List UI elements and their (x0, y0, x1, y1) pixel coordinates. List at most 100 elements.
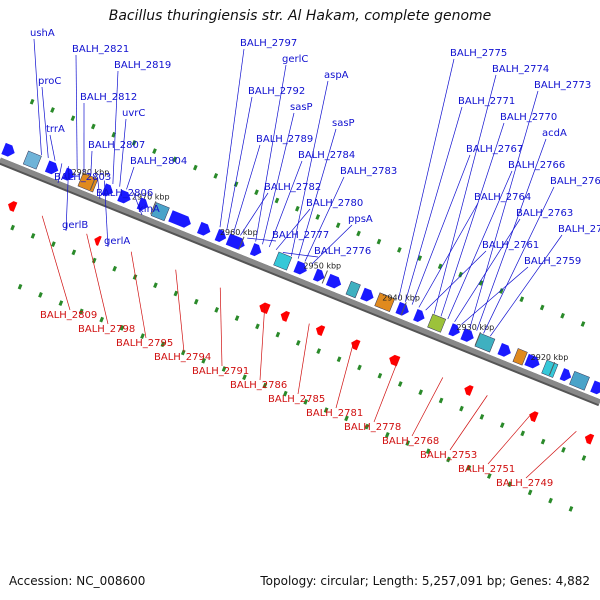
reverse-gene-label: BALH_2753 (420, 450, 477, 461)
forward-label-leader (119, 118, 127, 187)
forward-gene-label: BALH_2819 (114, 60, 171, 71)
accession-text: Accession: NC_008600 (9, 574, 146, 588)
reverse-gene-label: BALH_2798 (78, 324, 135, 335)
forward-label-leader (411, 154, 471, 305)
forward-gene-arrow (312, 268, 325, 282)
forward-label-leader (233, 144, 261, 233)
forward-gene-box (512, 348, 528, 366)
spacer-mark (51, 241, 56, 247)
forward-gene-label: kinA (138, 204, 160, 215)
scale-tick-label: 2970 kbp (132, 192, 170, 201)
spacer-mark (193, 298, 199, 305)
forward-gene-arrow (117, 189, 131, 204)
spacer-mark (316, 348, 321, 354)
forward-label-leader (447, 170, 513, 320)
forward-gene-arrow (448, 323, 460, 337)
forward-gene-label: BALH_2761 (482, 240, 539, 251)
reverse-gene-arrow (315, 325, 326, 337)
reverse-label-leader (297, 323, 310, 395)
spacer-mark (548, 497, 553, 504)
spacer-mark (580, 321, 586, 327)
spacer-mark (376, 238, 382, 245)
reverse-gene-arrow (280, 311, 290, 322)
reverse-label-leader (487, 413, 533, 465)
forward-gene-label: BALH_2783 (340, 166, 397, 177)
forward-label-leader (65, 166, 70, 232)
forward-label-leader (247, 237, 277, 242)
reverse-label-leader (259, 305, 266, 381)
spacer-mark (282, 390, 288, 397)
forward-gene-label: gerlC (282, 54, 308, 65)
scale-tick-label: 2930 kbp (456, 323, 494, 332)
spacer-mark (446, 456, 451, 463)
forward-label-leader (226, 96, 253, 230)
reverse-gene-label: BALH_2781 (306, 408, 363, 419)
forward-gene-label: trrA (46, 124, 65, 135)
reverse-gene-arrow (529, 411, 539, 423)
forward-label-leader (75, 54, 78, 170)
spacer-mark (242, 374, 247, 381)
spacer-mark (323, 407, 329, 414)
spacer-mark (377, 372, 383, 379)
forward-label-leader (268, 160, 303, 248)
scale-tick-label: 2980 kbp (72, 168, 110, 177)
spacer-mark (295, 339, 301, 346)
reverse-gene-label: BALH_2786 (230, 380, 287, 391)
forward-gene-box (474, 332, 496, 353)
scale-tick-label: 2950 kbp (303, 262, 341, 271)
spacer-mark (119, 324, 125, 331)
spacer-mark (397, 381, 403, 387)
spacer-mark (262, 382, 268, 389)
spacer-mark (459, 405, 464, 412)
forward-gene-box (150, 202, 170, 222)
forward-gene-arrow (460, 328, 474, 342)
forward-gene-arrow (197, 221, 211, 236)
forward-gene-arrow (44, 160, 59, 175)
scale-tick (321, 270, 328, 284)
spacer-mark (214, 307, 219, 313)
reverse-label-leader (130, 251, 147, 339)
spacer-mark (405, 440, 411, 446)
forward-gene-label: BALH_2803 (54, 172, 111, 183)
spacer-mark (70, 115, 76, 122)
forward-label-leader (33, 38, 42, 156)
forward-label-leader (255, 64, 287, 242)
reverse-gene-arrow (94, 235, 102, 246)
forward-gene-box (427, 313, 447, 333)
forward-gene-label: BALH_2767 (466, 144, 523, 155)
forward-label-leader (57, 163, 63, 184)
forward-label-leader (489, 234, 563, 337)
forward-gene-label: BALH_2766 (508, 160, 565, 171)
spacer-mark (30, 232, 36, 239)
spacer-mark (425, 448, 431, 455)
forward-label-leader (240, 192, 269, 236)
footer: Accession: NC_008600 Topology: circular;… (0, 574, 600, 594)
reverse-label-leader (373, 359, 399, 423)
scale-tick-label: 2920 kbp (531, 353, 569, 362)
spacer-mark (78, 308, 84, 315)
forward-gene-label: BALH_2777 (272, 230, 329, 241)
reverse-gene-label: BALH_2768 (382, 436, 439, 447)
reverse-gene-arrow (464, 385, 474, 396)
reverse-gene-arrow (351, 339, 361, 351)
spacer-mark (364, 423, 370, 430)
forward-gene-box (273, 251, 293, 271)
scale-tick-label: 2940 kbp (382, 293, 420, 302)
forward-gene-label: BALH_2762 (558, 224, 600, 235)
forward-gene-arrow (293, 260, 307, 275)
reverse-gene-label: BALH_2749 (496, 478, 553, 489)
spacer-mark (255, 323, 260, 330)
forward-gene-label: BALH_2806 (96, 188, 153, 199)
spacer-mark (140, 333, 145, 339)
forward-gene-box (569, 370, 590, 391)
forward-label-leader (219, 48, 245, 228)
spacer-mark (499, 422, 505, 429)
scale-tick (238, 236, 245, 251)
backbone (0, 157, 600, 405)
forward-label-leader (132, 192, 143, 216)
forward-label-leader (112, 70, 119, 184)
reverse-gene-label: BALH_2751 (458, 464, 515, 475)
forward-label-leader (433, 74, 497, 314)
forward-gene-label: ppsA (348, 214, 373, 225)
forward-label-leader (425, 250, 487, 311)
